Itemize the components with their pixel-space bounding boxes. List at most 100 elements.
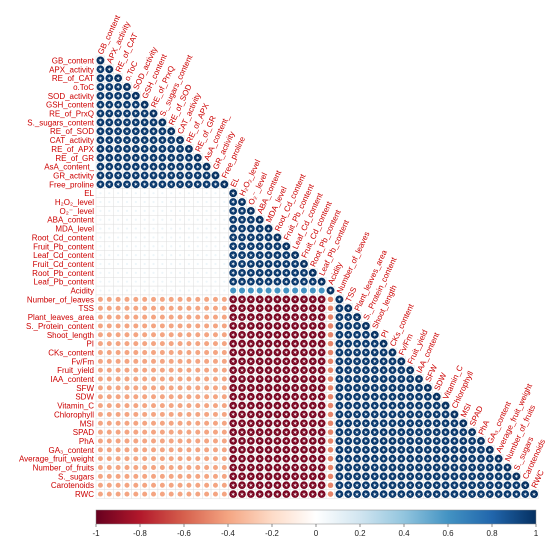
correlation-point: [131, 153, 140, 162]
correlation-point: [291, 260, 299, 268]
significance-star: ✶: [478, 438, 483, 445]
correlation-point: [142, 358, 148, 364]
correlation-point: [133, 411, 139, 417]
significance-star: ✶: [231, 474, 236, 481]
significance-star: ✶: [231, 243, 236, 250]
correlation-point: [195, 447, 201, 453]
significance-star: ✶: [231, 376, 236, 383]
correlation-point: [115, 394, 121, 400]
correlation-point: [142, 305, 148, 311]
correlation-point: [255, 375, 264, 383]
significance-star: ✶: [284, 429, 289, 436]
correlation-point: [221, 367, 227, 373]
significance-star: ✶: [381, 376, 386, 383]
correlation-point: [96, 136, 105, 144]
significance-star: ✶: [257, 226, 262, 233]
significance-star: ✶: [346, 403, 351, 410]
correlation-point: [115, 358, 121, 364]
colorbar-tick-label: -0.8: [133, 529, 147, 538]
significance-star: ✶: [355, 376, 360, 383]
correlation-point: [344, 330, 353, 339]
significance-star: ✶: [275, 243, 280, 250]
significance-star: ✶: [505, 474, 510, 481]
correlation-point: [327, 464, 334, 471]
significance-star: ✶: [301, 394, 306, 401]
correlation-point: [204, 296, 210, 302]
significance-star: ✶: [240, 491, 245, 498]
significance-star: ✶: [257, 314, 262, 321]
significance-star: ✶: [151, 111, 156, 118]
significance-star: ✶: [452, 456, 457, 463]
correlation-point: [170, 200, 173, 204]
correlation-point: [211, 180, 220, 189]
correlation-point: [327, 447, 334, 453]
significance-star: ✶: [275, 367, 280, 374]
significance-star: ✶: [284, 270, 289, 277]
correlation-point: [223, 254, 226, 257]
correlation-point: [229, 348, 238, 357]
correlation-point: [204, 465, 210, 471]
significance-star: ✶: [381, 350, 386, 357]
correlation-point: [115, 296, 121, 302]
significance-star: ✶: [301, 297, 306, 304]
row-label: APX_activity: [49, 65, 94, 74]
correlation-point: [273, 242, 282, 251]
correlation-point: [195, 456, 201, 462]
correlation-point: [124, 341, 130, 347]
correlation-point: [212, 341, 218, 347]
row-label: Shoot_length: [47, 331, 94, 340]
correlation-point: [142, 403, 148, 409]
correlation-point: [159, 367, 165, 373]
significance-star: ✶: [142, 137, 147, 144]
correlation-point: [223, 245, 226, 248]
significance-star: ✶: [363, 465, 368, 472]
significance-star: ✶: [319, 341, 324, 348]
correlation-point: [123, 145, 131, 153]
correlation-point: [106, 296, 112, 302]
significance-star: ✶: [390, 465, 395, 472]
correlation-point: [142, 376, 148, 382]
correlation-point: [195, 358, 201, 364]
correlation-point: [114, 118, 122, 127]
significance-star: ✶: [363, 491, 368, 498]
significance-star: ✶: [240, 208, 245, 215]
correlation-point: [117, 192, 120, 195]
row-label: Root_Cd_content: [32, 233, 95, 242]
significance-star: ✶: [213, 182, 218, 189]
significance-star: ✶: [355, 482, 360, 489]
correlation-point: [335, 330, 344, 339]
correlation-point: [124, 473, 130, 479]
correlation-point: [327, 349, 334, 356]
significance-star: ✶: [452, 491, 457, 498]
significance-star: ✶: [107, 164, 112, 171]
row-label: Chlorophyll: [54, 410, 94, 419]
correlation-point: [327, 473, 334, 480]
correlation-point: [159, 394, 165, 400]
correlation-point: [212, 438, 218, 444]
correlation-point: [221, 332, 227, 338]
correlation-point: [168, 403, 174, 409]
correlation-point: [308, 339, 317, 348]
correlation-point: [97, 456, 103, 462]
correlation-point: [362, 366, 370, 375]
significance-star: ✶: [231, 190, 236, 197]
correlation-point: [97, 358, 103, 364]
significance-star: ✶: [257, 456, 262, 463]
significance-star: ✶: [434, 403, 439, 410]
correlation-point: [327, 385, 334, 391]
correlation-point: [177, 473, 183, 479]
correlation-point: [170, 209, 173, 212]
correlation-point: [221, 438, 227, 444]
correlation-point: [159, 332, 165, 338]
significance-star: ✶: [355, 456, 360, 463]
correlation-point: [317, 295, 326, 304]
significance-star: ✶: [390, 359, 395, 366]
significance-star: ✶: [523, 482, 528, 489]
significance-star: ✶: [107, 66, 112, 73]
significance-star: ✶: [293, 412, 298, 419]
significance-star: ✶: [425, 491, 430, 498]
correlation-point: [106, 349, 112, 355]
significance-star: ✶: [275, 403, 280, 410]
correlation-point: [205, 271, 208, 274]
significance-star: ✶: [275, 385, 280, 392]
